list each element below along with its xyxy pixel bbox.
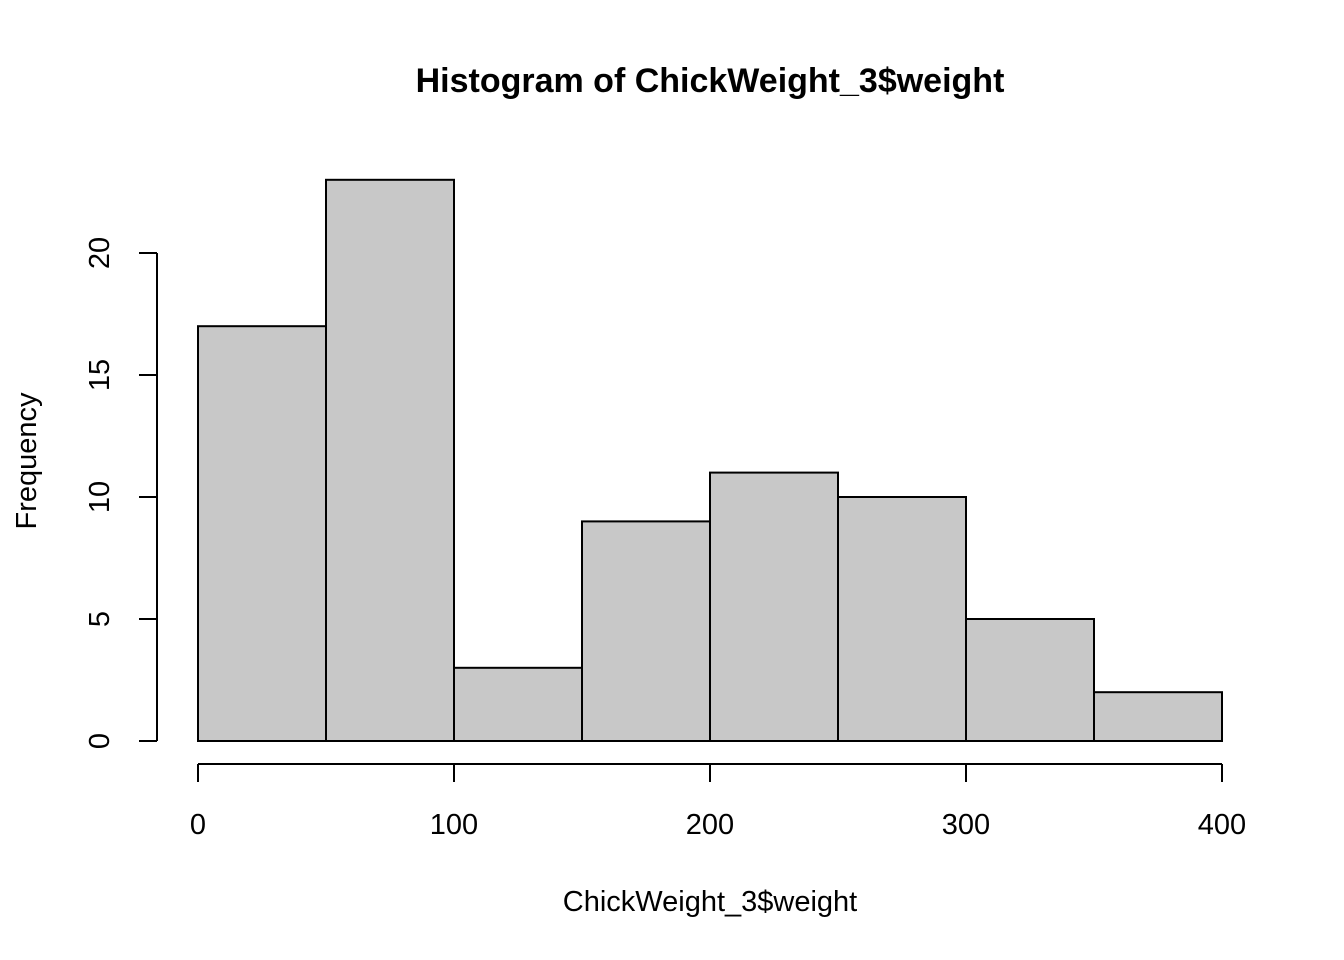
chart-title: Histogram of ChickWeight_3$weight <box>416 62 1005 100</box>
x-axis: 0 100 200 300 400 <box>190 763 1246 841</box>
x-tick-label-100: 100 <box>430 809 478 841</box>
y-tick-label-20: 20 <box>84 237 116 269</box>
x-tick-label-200: 200 <box>686 809 734 841</box>
histogram-bar-250-300 <box>837 496 967 742</box>
histogram-bars <box>197 178 1223 743</box>
y-tick-label-15: 15 <box>84 359 116 391</box>
x-tick-label-400: 400 <box>1198 809 1246 841</box>
histogram-bar-200-250 <box>709 471 839 742</box>
y-axis-label: Frequency <box>11 392 43 530</box>
histogram-bar-350-400 <box>1093 691 1223 743</box>
y-tick-label-5: 5 <box>84 611 116 627</box>
histogram-bar-0-50 <box>197 325 327 742</box>
y-tick-label-10: 10 <box>84 481 116 513</box>
histogram-bar-100-150 <box>453 666 583 742</box>
x-tick-label-0: 0 <box>190 809 206 841</box>
histogram-bar-150-200 <box>581 520 711 743</box>
histogram-bar-50-100 <box>325 178 455 743</box>
histogram-bar-300-350 <box>965 618 1095 742</box>
x-axis-label: ChickWeight_3$weight <box>563 886 857 918</box>
x-tick-label-300: 300 <box>942 809 990 841</box>
y-axis: 0 5 10 15 20 <box>84 237 158 749</box>
y-tick-label-0: 0 <box>84 733 116 749</box>
